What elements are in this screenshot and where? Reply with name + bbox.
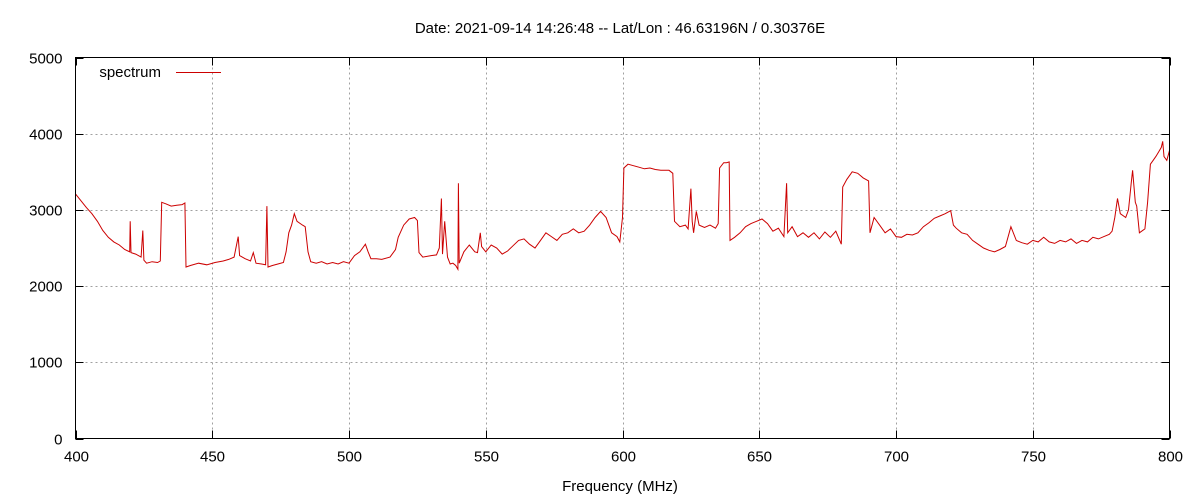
- x-axis-label: Frequency (MHz): [562, 478, 678, 495]
- plot-frame: [75, 57, 1170, 439]
- series-line-spectrum: [75, 141, 1170, 272]
- x-tick-label: 650: [747, 449, 772, 466]
- grid: [75, 57, 1170, 439]
- chart-title: Date: 2021-09-14 14:26:48 -- Lat/Lon : 4…: [415, 20, 825, 37]
- y-tick-label: 5000: [29, 51, 62, 68]
- y-tick-label: 2000: [29, 279, 62, 296]
- x-tick-label: 400: [64, 449, 89, 466]
- series-layer: [75, 141, 1170, 272]
- x-tick-label: 700: [884, 449, 909, 466]
- y-tick-label: 1000: [29, 355, 62, 372]
- tick-labels: 400 450 500 550 600 650 700 750 800 0 1000 2000 3000…: [29, 51, 1183, 466]
- x-tick-label: 500: [337, 449, 362, 466]
- x-tick-label: 800: [1158, 449, 1183, 466]
- y-tick-label: 3000: [29, 203, 62, 220]
- legend: spectrum: [99, 64, 221, 81]
- y-tick-label: 0: [54, 432, 62, 449]
- legend-label-spectrum: spectrum: [99, 64, 161, 81]
- axis-ticks: [75, 57, 1171, 440]
- x-tick-label: 550: [474, 449, 499, 466]
- x-tick-label: 600: [611, 449, 636, 466]
- x-tick-label: 750: [1021, 449, 1046, 466]
- x-tick-label: 450: [200, 449, 225, 466]
- y-tick-label: 4000: [29, 127, 62, 144]
